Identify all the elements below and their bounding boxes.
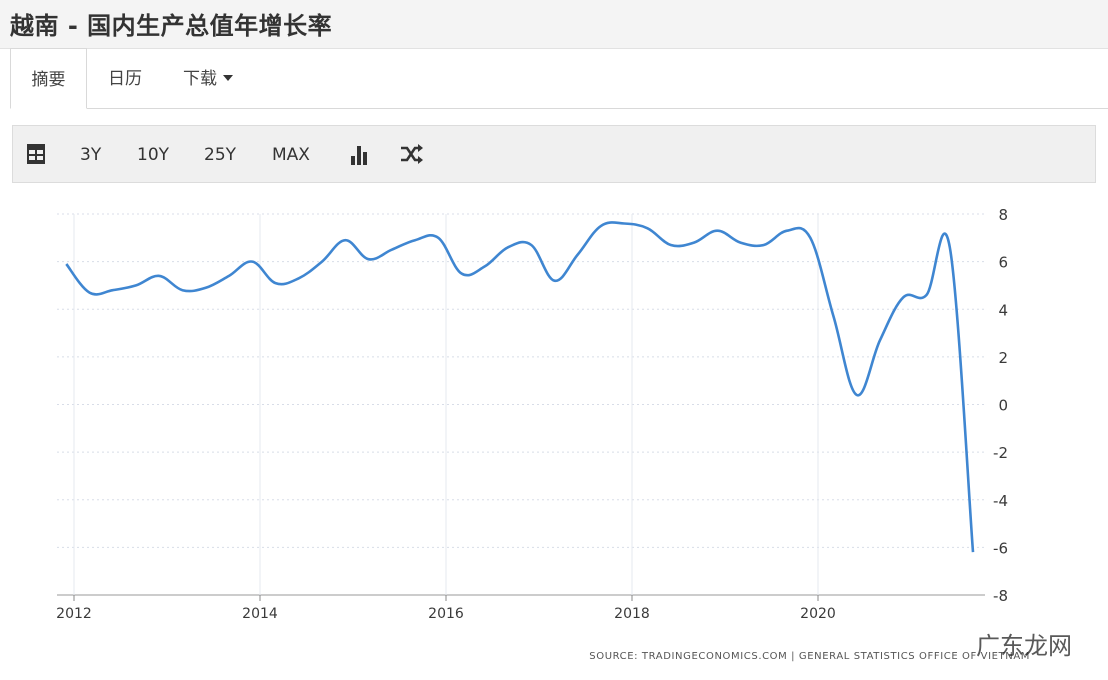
- tab-bar: 摘要 日历 下载: [10, 48, 1108, 109]
- bar-chart-icon[interactable]: [349, 126, 371, 182]
- x-tick-label: 2012: [56, 606, 92, 622]
- chart-toolbar: 3Y 10Y 25Y MAX: [12, 125, 1096, 183]
- y-tick-label: -2: [993, 444, 1008, 462]
- y-tick-label: -8: [993, 587, 1008, 605]
- caret-down-icon: [223, 75, 233, 81]
- y-tick-label: 4: [998, 301, 1008, 319]
- page-title: 越南 - 国内生产总值年增长率: [10, 12, 333, 40]
- series-line: [65, 221, 975, 553]
- title-bar: 越南 - 国内生产总值年增长率: [0, 0, 1108, 49]
- tab-download-label: 下载: [183, 69, 217, 89]
- tab-download[interactable]: 下载: [183, 48, 233, 108]
- x-tick-label: 2020: [800, 606, 836, 622]
- x-tick-label: 2014: [242, 606, 278, 622]
- y-tick-label: 8: [998, 206, 1008, 224]
- range-max-button[interactable]: MAX: [272, 145, 310, 165]
- range-25y-button[interactable]: 25Y: [204, 145, 237, 165]
- y-tick-label: -4: [993, 492, 1008, 510]
- gdp-growth-chart: 8 6 4 2 0 -2 -4 -6 -8 2012 2014 2016 2018 2020 SOURCE…: [56, 206, 1072, 662]
- chart-area: 8 6 4 2 0 -2 -4 -6 -8 2012 2014 2016 2018 2020 SOURCE…: [0, 183, 1108, 676]
- y-tick-label: 0: [998, 397, 1008, 415]
- x-tick-label: 2018: [614, 606, 650, 622]
- y-tick-label: -6: [993, 539, 1008, 557]
- source-text: SOURCE: TRADINGECONOMICS.COM | GENERAL S…: [589, 651, 1030, 662]
- tab-summary[interactable]: 摘要: [10, 48, 87, 109]
- range-3y-button[interactable]: 3Y: [80, 145, 102, 165]
- shuffle-icon[interactable]: [399, 126, 425, 182]
- x-tick-label: 2016: [428, 606, 464, 622]
- tab-calendar[interactable]: 日历: [108, 69, 142, 89]
- y-tick-label: 6: [998, 254, 1008, 272]
- range-10y-button[interactable]: 10Y: [137, 145, 170, 165]
- watermark: 广东龙网: [976, 632, 1072, 660]
- table-icon[interactable]: [25, 126, 47, 182]
- y-tick-label: 2: [998, 349, 1008, 367]
